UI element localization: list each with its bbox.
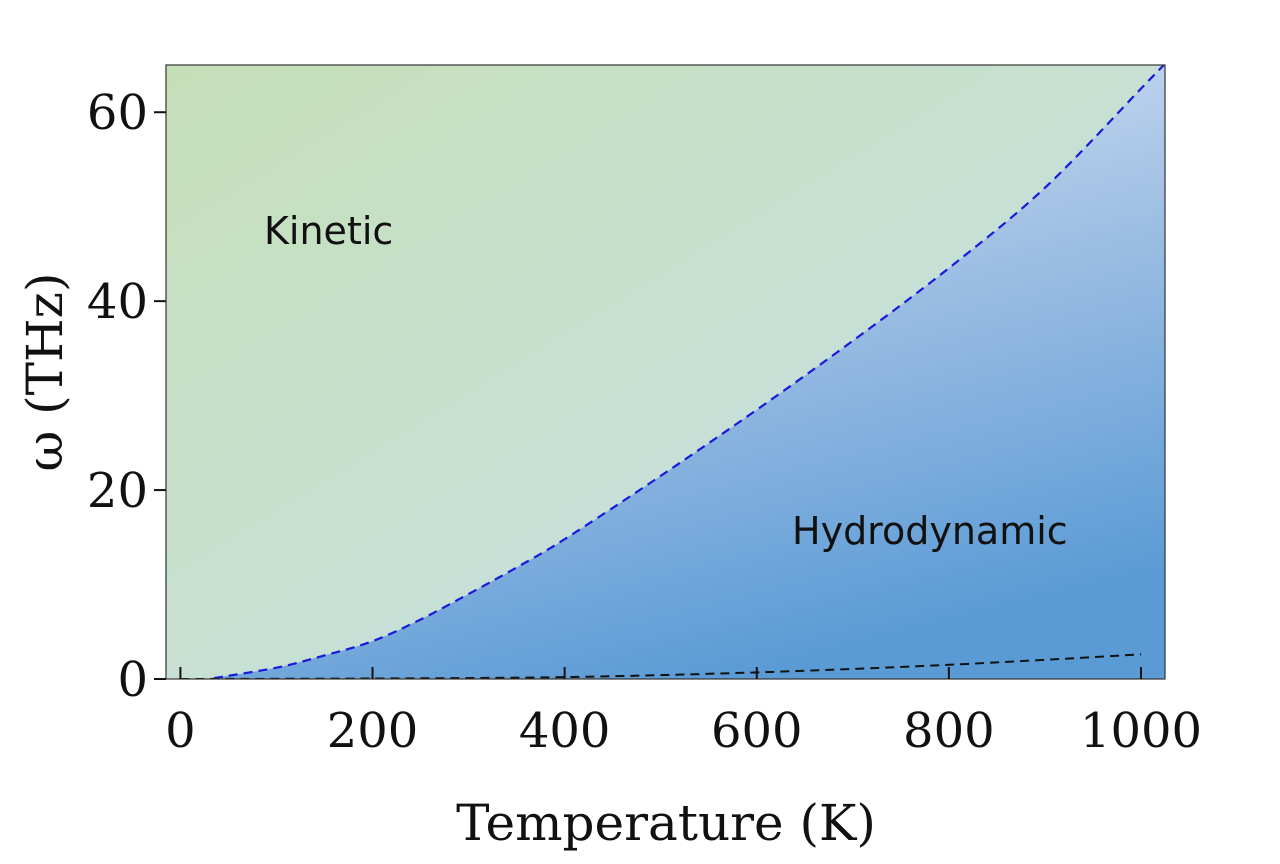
y-axis-title: ω (THz)	[16, 273, 74, 472]
x-tick-label: 600	[711, 703, 803, 759]
x-axis-title: Temperature (K)	[456, 794, 876, 852]
y-tick-label: 40	[87, 274, 148, 330]
plot-frame	[165, 64, 1166, 680]
hydrodynamic-region	[166, 65, 1165, 679]
y-tick-label: 0	[117, 652, 148, 708]
y-axis-ticks: 0 20 40 60	[87, 85, 166, 708]
x-tick-label: 1000	[1080, 703, 1202, 759]
x-tick-label: 800	[903, 703, 995, 759]
kinetic-label: Kinetic	[264, 209, 393, 253]
x-axis-ticks: 0 200 400 600 800 1000	[165, 667, 1202, 759]
x-tick-label: 200	[327, 703, 419, 759]
plot-area	[166, 65, 1165, 679]
hydrodynamic-label: Hydrodynamic	[792, 509, 1068, 553]
x-tick-label: 400	[519, 703, 611, 759]
y-tick-label: 20	[87, 463, 148, 519]
x-tick-label: 0	[165, 703, 196, 759]
y-tick-label: 60	[87, 85, 148, 141]
series-line-upper-boundary	[213, 65, 1165, 679]
